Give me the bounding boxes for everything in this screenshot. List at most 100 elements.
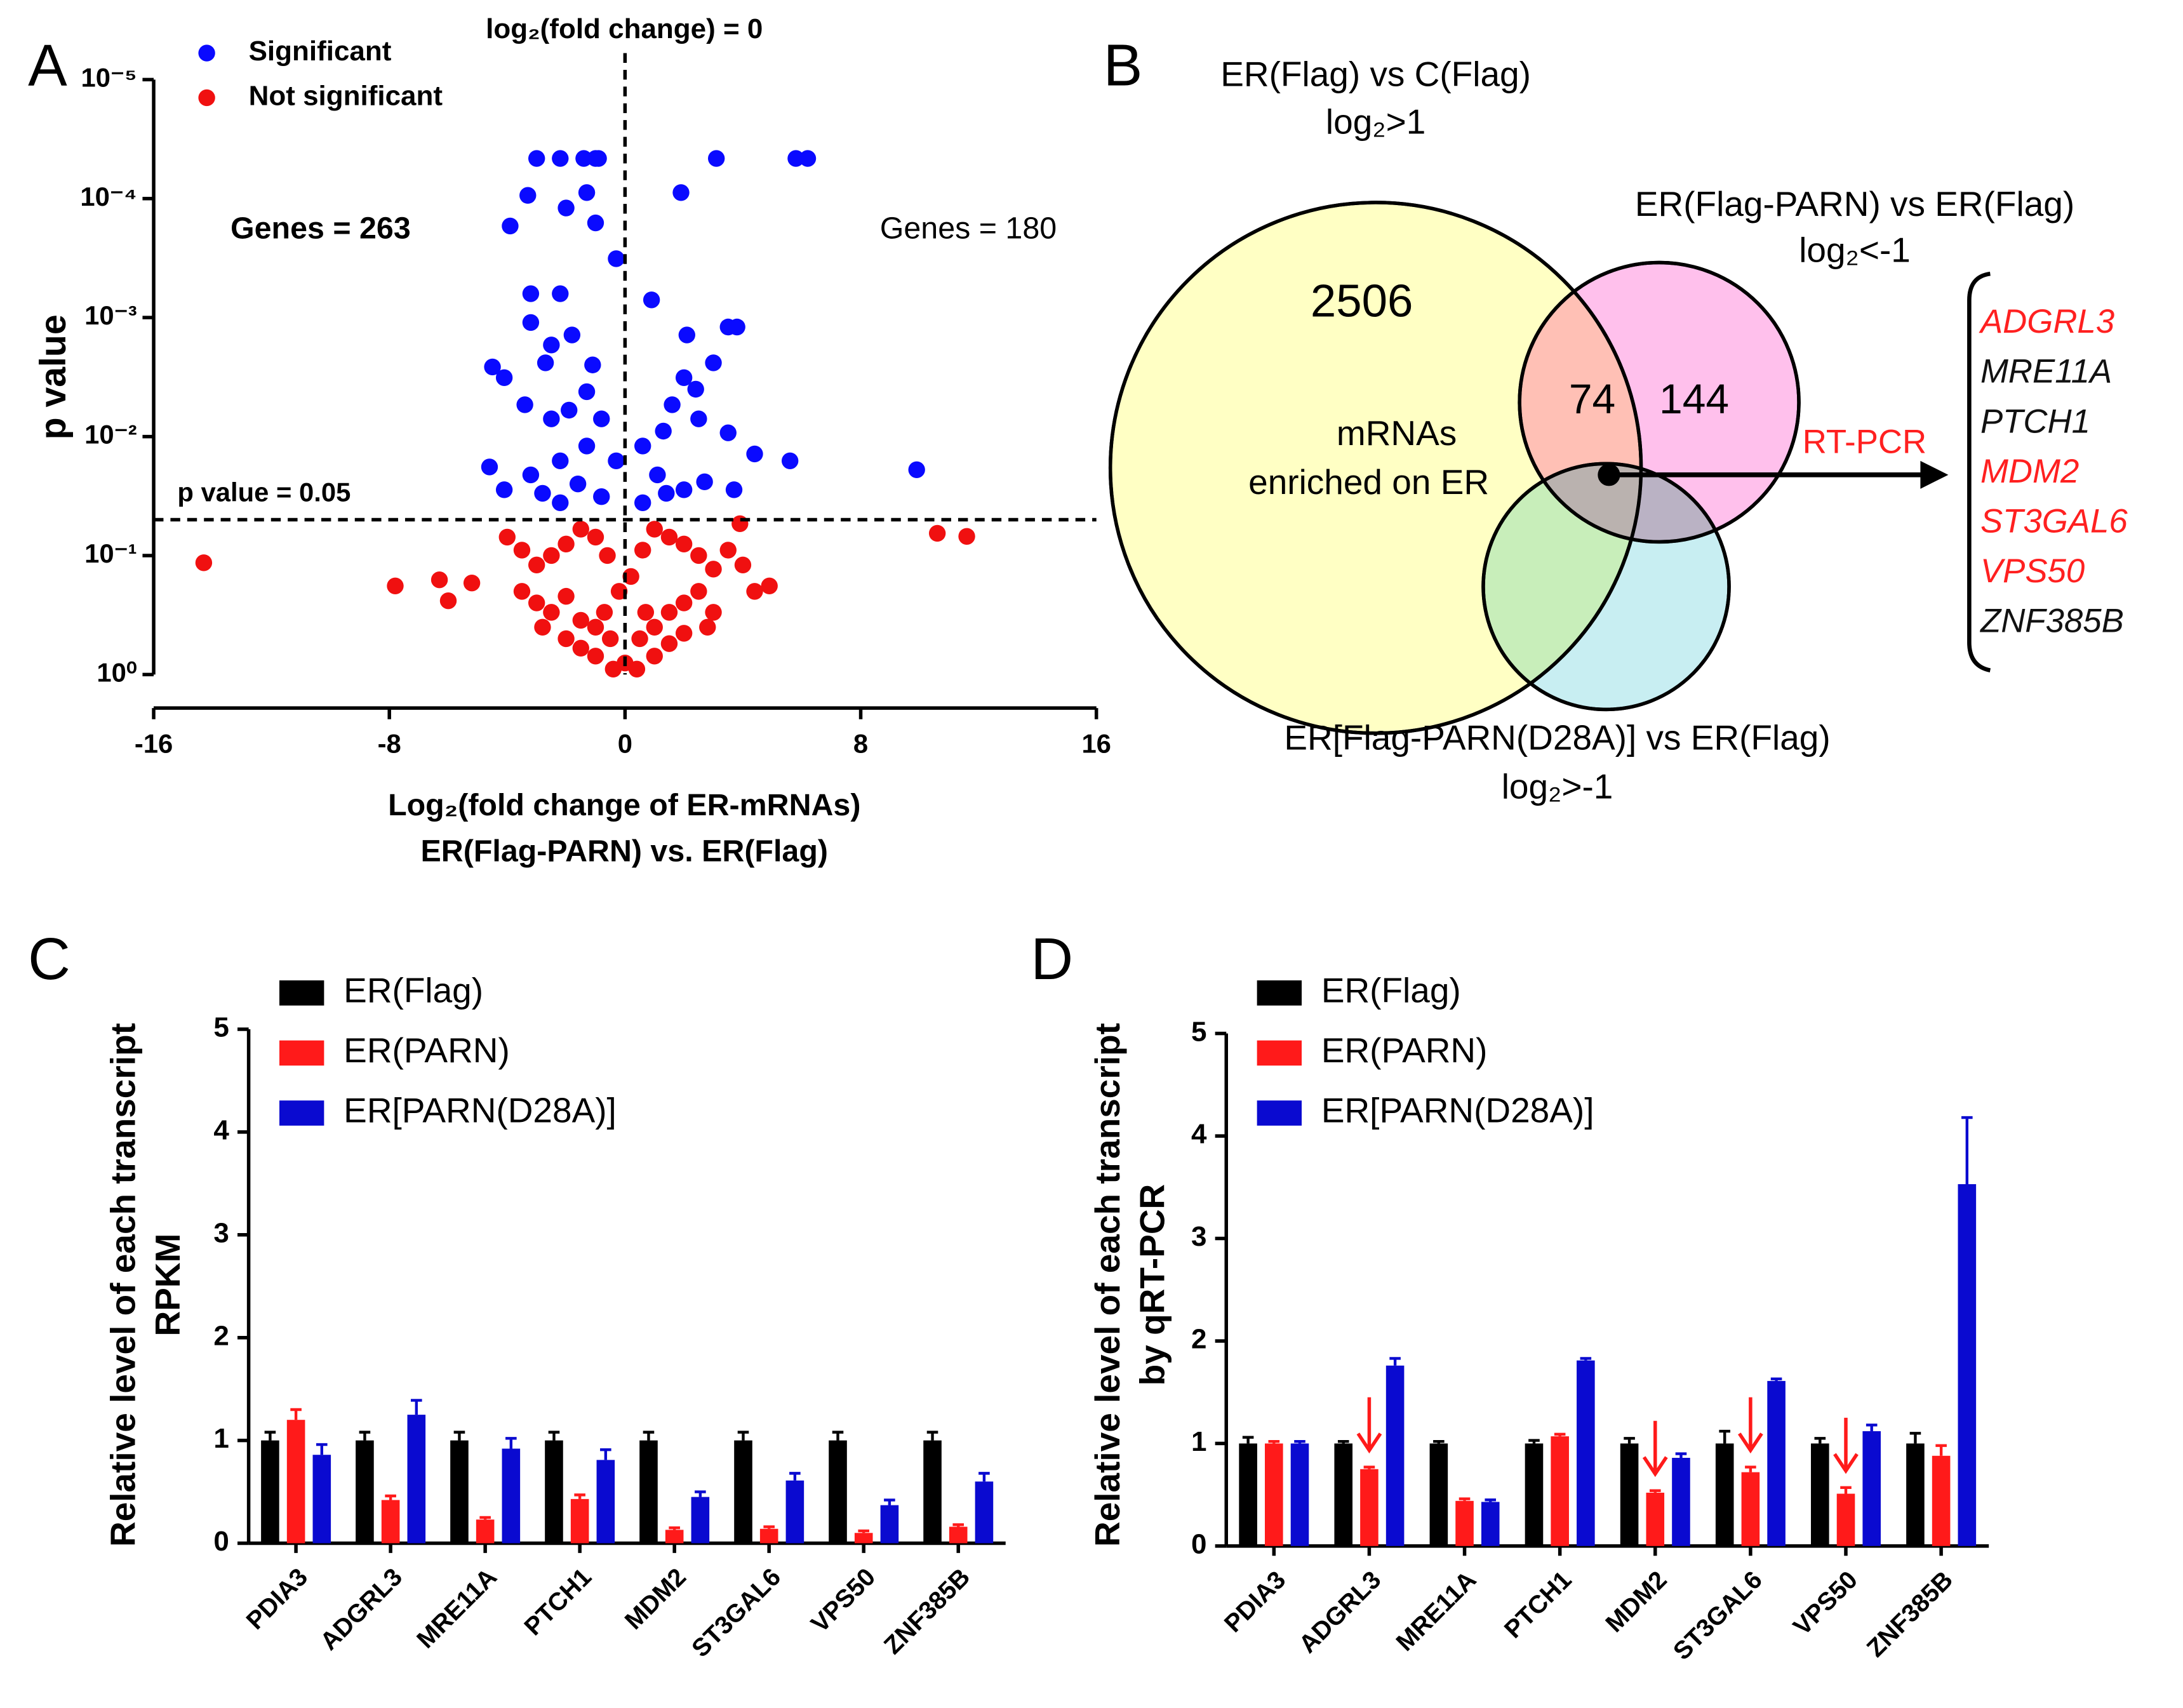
- legend-swatch: [279, 980, 324, 1006]
- legend-swatch: [279, 1040, 324, 1066]
- y-tick-label: 10⁰: [97, 657, 137, 687]
- x-tick-label: -16: [135, 729, 173, 759]
- x-tick-label: VPS50: [806, 1563, 881, 1638]
- x-tick-label: MDM2: [1600, 1566, 1672, 1638]
- point: [552, 452, 569, 470]
- point: [552, 285, 569, 302]
- bar: [1455, 1500, 1474, 1546]
- highlight-arrow-head: [1356, 1432, 1382, 1454]
- y-tick-label: 4: [1191, 1119, 1207, 1150]
- point: [484, 358, 501, 376]
- legend-label: ER[PARN(D28A)]: [344, 1091, 617, 1130]
- x-tick-label: PDIA3: [241, 1563, 314, 1635]
- point: [543, 410, 560, 427]
- point: [522, 466, 540, 484]
- point: [528, 594, 545, 611]
- point: [593, 410, 610, 427]
- point: [495, 369, 513, 387]
- bar: [1481, 1502, 1500, 1546]
- y-tick-label: 3: [1191, 1221, 1206, 1252]
- point: [572, 639, 589, 657]
- point: [587, 618, 604, 636]
- point: [643, 291, 660, 309]
- point: [799, 150, 817, 167]
- panel-label: C: [28, 926, 70, 992]
- point: [908, 461, 925, 479]
- legend-label: ER(PARN): [1321, 1031, 1488, 1070]
- x-axis-label: Log₂(fold change of ER-mRNAs): [388, 788, 860, 822]
- y-tick-label: 5: [213, 1012, 229, 1043]
- y-tick-label: 3: [213, 1217, 229, 1248]
- bar: [1836, 1493, 1855, 1546]
- legend-swatch: [1257, 980, 1302, 1006]
- bar: [312, 1455, 331, 1544]
- bar: [923, 1440, 942, 1544]
- point: [578, 383, 596, 401]
- x-tick-label: ADGRL3: [1293, 1566, 1386, 1658]
- point: [599, 547, 616, 564]
- set-label: ER(Flag) vs C(Flag): [1220, 55, 1531, 94]
- point: [728, 318, 745, 336]
- point: [587, 214, 604, 232]
- bar: [1551, 1436, 1569, 1546]
- y-tick-label: 10⁻⁴: [80, 182, 137, 211]
- y-axis-label: by qRT-PCR: [1133, 1184, 1172, 1386]
- bar: [545, 1440, 563, 1544]
- point: [690, 410, 707, 427]
- y-tick-label: 1: [213, 1423, 229, 1454]
- point: [731, 515, 749, 533]
- x-tick-label: VPS50: [1788, 1566, 1863, 1641]
- point: [552, 494, 569, 512]
- legend-label: ER(Flag): [344, 970, 483, 1010]
- x-tick-label: PTCH1: [1499, 1566, 1577, 1644]
- region-label: mRNAs: [1337, 413, 1457, 453]
- point: [634, 437, 651, 455]
- bar: [356, 1440, 374, 1544]
- point: [705, 561, 722, 578]
- point: [628, 660, 646, 677]
- point: [660, 635, 678, 652]
- x-tick-label: MRE11A: [1391, 1566, 1481, 1657]
- bar: [476, 1519, 495, 1544]
- point: [675, 369, 693, 387]
- point: [463, 574, 481, 592]
- y-tick-label: 10⁻²: [84, 420, 137, 450]
- x-tick-label: ZNF385B: [879, 1563, 975, 1659]
- point: [596, 604, 613, 621]
- x-tick-label: MRE11A: [411, 1563, 502, 1653]
- bar: [286, 1420, 305, 1544]
- bar: [502, 1448, 521, 1544]
- point: [561, 401, 578, 419]
- legend-swatch: [1257, 1100, 1302, 1126]
- y-tick-label: 4: [213, 1115, 229, 1146]
- legend-label: ER(Flag): [1321, 970, 1461, 1010]
- bar: [639, 1440, 658, 1544]
- annotation: Genes = 263: [230, 211, 411, 246]
- y-tick-label: 0: [213, 1526, 229, 1557]
- point: [557, 630, 575, 648]
- annotation: Genes = 180: [880, 211, 1057, 246]
- point: [719, 542, 737, 559]
- panel-label: B: [1104, 32, 1143, 98]
- point: [687, 380, 704, 398]
- bar: [261, 1440, 279, 1544]
- point: [761, 577, 778, 594]
- point: [660, 528, 678, 546]
- point: [705, 354, 722, 371]
- point: [696, 473, 713, 491]
- point: [658, 484, 675, 502]
- bar: [1811, 1443, 1829, 1546]
- point: [675, 535, 693, 553]
- point: [634, 542, 651, 559]
- point: [699, 618, 716, 636]
- highlight-arrow-head: [1833, 1453, 1859, 1474]
- x-tick-label: -8: [378, 729, 401, 759]
- y-axis-label: Relative level of each transcript: [103, 1023, 143, 1547]
- point: [646, 648, 663, 665]
- point: [522, 314, 540, 331]
- point: [495, 481, 513, 498]
- bar: [1767, 1380, 1786, 1546]
- point: [781, 452, 799, 470]
